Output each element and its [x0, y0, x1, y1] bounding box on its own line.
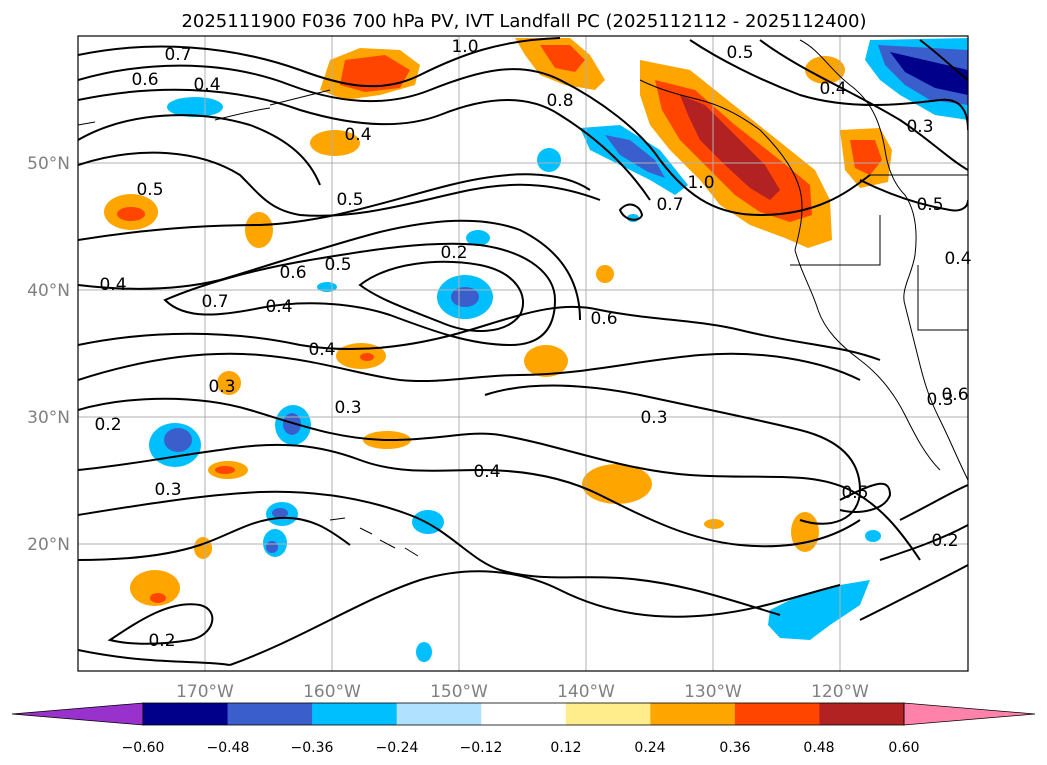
- colorbar-tick-label: 0.12: [550, 740, 581, 756]
- contour-label: 0.2: [440, 243, 467, 263]
- map-panel: 0.7 0.6 0.4 0.4 1.0 0.5 0.4 0.8 0.5 0.3 …: [77, 35, 972, 672]
- colorbar-tick-label: −0.12: [460, 740, 503, 756]
- contour-label: 0.4: [99, 275, 126, 295]
- contour-label: 0.5: [916, 195, 943, 215]
- contour-label: 0.5: [336, 190, 363, 210]
- contour-label: 0.3: [208, 377, 235, 397]
- contour-label: 0.5: [136, 180, 163, 200]
- colorbar-tick-label: −0.48: [207, 740, 250, 756]
- contour-label: 1.0: [687, 173, 714, 193]
- contour-label: 0.6: [941, 385, 968, 405]
- contour-label: 0.3: [334, 398, 361, 418]
- coastlines: [78, 39, 968, 557]
- colorbar-bin: [396, 703, 482, 725]
- longitude-labels: 170°W 160°W 150°W 140°W 130°W 120°W: [176, 682, 869, 702]
- contour-label: 0.8: [546, 91, 573, 111]
- pv-contours: [78, 37, 968, 666]
- contour-label: 0.2: [148, 631, 175, 651]
- map-frame: [77, 35, 969, 672]
- colorbar-tick-label: 0.36: [719, 740, 750, 756]
- contour-label: 0.3: [640, 408, 667, 428]
- lon-tick: 150°W: [430, 682, 488, 702]
- graticule: [78, 36, 968, 671]
- colorbar-frame: [142, 702, 905, 726]
- colorbar-bin: [734, 703, 820, 725]
- latitude-labels: 50°N 40°N 30°N 20°N: [27, 154, 70, 555]
- colorbar-bin: [143, 703, 229, 725]
- colorbar-segments: [11, 702, 1036, 726]
- positive-shading: [104, 38, 892, 606]
- lat-tick: 30°N: [27, 408, 70, 428]
- colorbar-tick-label: 0.48: [803, 740, 834, 756]
- lat-tick: 20°N: [27, 535, 70, 555]
- map-title: 2025111900 F036 700 hPa PV, IVT Landfall…: [181, 11, 866, 32]
- colorbar-tick-label: 0.24: [634, 740, 665, 756]
- contour-label: 0.4: [344, 125, 371, 145]
- contour-label: 0.7: [201, 292, 228, 312]
- contour-labels: 0.7 0.6 0.4 0.4 1.0 0.5 0.4 0.8 0.5 0.3 …: [94, 37, 971, 651]
- contour-label: 0.5: [841, 483, 868, 503]
- contour-label: 0.2: [931, 531, 958, 551]
- colorbar-extend-low: [11, 702, 144, 726]
- contour-label: 0.4: [473, 462, 500, 482]
- lon-tick: 160°W: [303, 682, 361, 702]
- contour-label: 0.7: [164, 45, 191, 65]
- colorbar-ticks: −0.60 −0.48 −0.36 −0.24 −0.12 0.12 0.24 …: [122, 740, 920, 756]
- contour-label: 0.4: [944, 249, 971, 269]
- colorbar-bin: [565, 703, 651, 725]
- colorbar-bin: [481, 703, 567, 725]
- colorbar-tick-label: 0.60: [888, 740, 919, 756]
- contour-label: 0.7: [656, 195, 683, 215]
- contour-label: 0.6: [590, 309, 617, 329]
- contour-label: 1.0: [451, 37, 478, 57]
- contour-label: 0.6: [279, 263, 306, 283]
- lon-tick: 140°W: [557, 682, 615, 702]
- colorbar-bin: [819, 703, 905, 725]
- colorbar-tick-label: −0.60: [122, 740, 165, 756]
- contour-label: 0.6: [131, 70, 158, 90]
- lat-tick: 50°N: [27, 154, 70, 174]
- colorbar-tick-label: −0.24: [376, 740, 419, 756]
- lat-tick: 40°N: [27, 281, 70, 301]
- colorbar-bin: [650, 703, 736, 725]
- colorbar-tick-label: −0.36: [291, 740, 334, 756]
- contour-label: 0.4: [308, 340, 335, 360]
- contour-label: 0.4: [193, 75, 220, 95]
- contour-label: 0.3: [154, 480, 181, 500]
- contour-label: 0.3: [926, 390, 953, 410]
- contour-label: 0.5: [324, 255, 351, 275]
- colorbar-bin: [227, 703, 313, 725]
- contour-label: 0.2: [94, 415, 121, 435]
- contour-label: 0.5: [726, 43, 753, 63]
- lon-tick: 130°W: [684, 682, 742, 702]
- lon-tick: 170°W: [176, 682, 234, 702]
- contour-label: 0.4: [819, 79, 846, 99]
- contour-label: 0.4: [265, 297, 292, 317]
- colorbar: −0.60 −0.48 −0.36 −0.24 −0.12 0.12 0.24 …: [11, 702, 1036, 756]
- colorbar-bin: [312, 703, 398, 725]
- lon-tick: 120°W: [811, 682, 869, 702]
- contour-label: 0.3: [906, 117, 933, 137]
- colorbar-extend-high: [903, 702, 1036, 726]
